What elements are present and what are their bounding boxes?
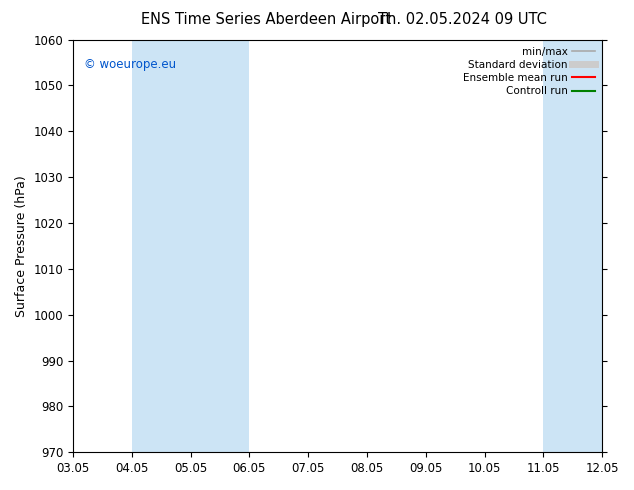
Text: ENS Time Series Aberdeen Airport: ENS Time Series Aberdeen Airport: [141, 12, 391, 27]
Bar: [132, 40, 249, 452]
Y-axis label: Surface Pressure (hPa): Surface Pressure (hPa): [15, 175, 28, 317]
Text: © woeurope.eu: © woeurope.eu: [84, 58, 176, 71]
Legend: min/max, Standard deviation, Ensemble mean run, Controll run: min/max, Standard deviation, Ensemble me…: [459, 43, 599, 100]
Text: Th. 02.05.2024 09 UTC: Th. 02.05.2024 09 UTC: [378, 12, 547, 27]
Bar: [543, 40, 634, 452]
